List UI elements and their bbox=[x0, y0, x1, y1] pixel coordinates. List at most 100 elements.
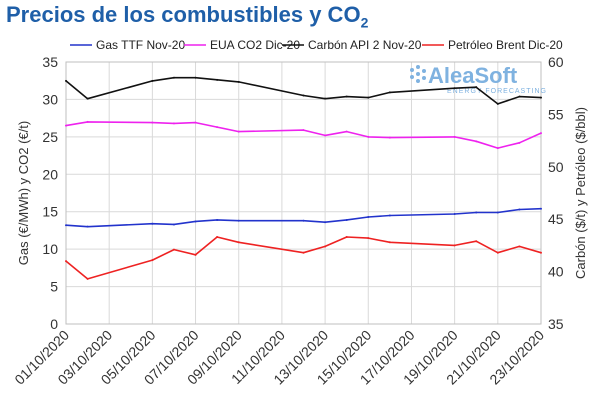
data-point bbox=[194, 121, 197, 124]
data-point bbox=[216, 218, 219, 221]
data-point bbox=[475, 86, 478, 89]
legend-label: EUA CO2 Dic-20 bbox=[210, 38, 300, 52]
data-point bbox=[324, 97, 327, 100]
y2-tick-label: 60 bbox=[548, 54, 564, 70]
data-point bbox=[172, 76, 175, 79]
data-point bbox=[172, 223, 175, 226]
data-point bbox=[540, 207, 542, 210]
y2-tick-label: 45 bbox=[548, 211, 564, 227]
data-point bbox=[540, 132, 542, 135]
legend: Gas TTF Nov-20 EUA CO2 Dic-20 Carbón API 2… bbox=[70, 38, 563, 52]
y-tick-label: 35 bbox=[42, 54, 58, 70]
data-point bbox=[216, 78, 219, 81]
data-point bbox=[172, 122, 175, 125]
chart-title-subscript: 2 bbox=[360, 14, 369, 31]
legend-label: Petróleo Brent Dic-20 bbox=[448, 38, 563, 52]
data-point bbox=[237, 241, 240, 244]
data-point bbox=[345, 130, 348, 133]
data-point bbox=[540, 251, 542, 254]
data-point bbox=[388, 241, 391, 244]
data-point bbox=[65, 260, 67, 263]
data-point bbox=[172, 248, 175, 251]
data-point bbox=[86, 97, 89, 100]
data-point bbox=[151, 79, 154, 82]
y2-tick-label: 40 bbox=[548, 264, 564, 280]
data-point bbox=[367, 135, 370, 138]
y2-tick-label: 55 bbox=[548, 106, 564, 122]
data-point bbox=[237, 219, 240, 222]
data-point bbox=[302, 251, 305, 254]
data-point bbox=[237, 80, 240, 83]
data-point bbox=[324, 221, 327, 224]
data-point bbox=[518, 245, 521, 248]
watermark-brand: AleaSoft bbox=[428, 63, 518, 88]
data-point bbox=[302, 94, 305, 97]
data-point bbox=[475, 211, 478, 214]
chart-title: Precios de los combustibles y CO2 bbox=[6, 2, 368, 30]
y-tick-label: 25 bbox=[42, 129, 58, 145]
data-point bbox=[388, 91, 391, 94]
data-point bbox=[151, 121, 154, 124]
data-point bbox=[496, 147, 499, 150]
data-point bbox=[453, 212, 456, 215]
data-point bbox=[367, 215, 370, 218]
data-point bbox=[194, 253, 197, 256]
y2-axis-label: Carbón ($/t) y Petróleo ($/bbl) bbox=[573, 107, 588, 279]
y-tick-label: 5 bbox=[50, 279, 58, 295]
data-point bbox=[496, 102, 499, 105]
series-line-2 bbox=[65, 121, 542, 149]
y-tick-label: 20 bbox=[42, 166, 58, 182]
data-point bbox=[86, 120, 89, 123]
data-point bbox=[496, 211, 499, 214]
data-point bbox=[65, 124, 67, 127]
data-point bbox=[86, 277, 89, 280]
data-point bbox=[453, 244, 456, 247]
data-point bbox=[302, 219, 305, 222]
y2-tick-label: 50 bbox=[548, 159, 564, 175]
data-point bbox=[324, 134, 327, 137]
data-point bbox=[151, 222, 154, 225]
data-point bbox=[216, 236, 219, 239]
data-point bbox=[345, 218, 348, 221]
data-point bbox=[345, 95, 348, 98]
data-point bbox=[216, 126, 219, 129]
data-point bbox=[540, 96, 542, 99]
data-point bbox=[65, 224, 67, 227]
data-point bbox=[475, 240, 478, 243]
grid bbox=[65, 61, 542, 325]
data-point bbox=[302, 129, 305, 132]
watermark: AleaSoft ENERGY FORECASTING bbox=[410, 63, 547, 95]
data-point bbox=[194, 76, 197, 79]
data-point bbox=[388, 136, 391, 139]
watermark-tagline: ENERGY FORECASTING bbox=[447, 88, 547, 95]
data-point bbox=[367, 237, 370, 240]
data-point bbox=[86, 225, 89, 228]
data-point bbox=[324, 245, 327, 248]
data-point bbox=[151, 259, 154, 262]
data-point bbox=[388, 214, 391, 217]
data-point bbox=[345, 236, 348, 239]
data-point bbox=[518, 141, 521, 144]
data-point bbox=[453, 87, 456, 90]
series-group bbox=[65, 76, 542, 280]
data-point bbox=[496, 251, 499, 254]
data-point bbox=[453, 135, 456, 138]
legend-label: Gas TTF Nov-20 bbox=[96, 38, 185, 52]
y-tick-label: 15 bbox=[42, 204, 58, 220]
data-point bbox=[194, 220, 197, 223]
data-point bbox=[518, 95, 521, 98]
plot-frame bbox=[65, 61, 542, 325]
data-point bbox=[65, 79, 67, 82]
chart-title-text: Precios de los combustibles y CO bbox=[6, 2, 361, 27]
y2-tick-label: 35 bbox=[548, 316, 564, 332]
data-point bbox=[475, 140, 478, 143]
y-axis-label: Gas (€/MWh) y CO2 (€/t) bbox=[16, 121, 31, 265]
data-point bbox=[237, 130, 240, 133]
y-tick-label: 30 bbox=[42, 91, 58, 107]
data-point bbox=[518, 208, 521, 211]
data-point bbox=[367, 96, 370, 99]
series-line-4 bbox=[65, 236, 542, 280]
y-tick-label: 0 bbox=[50, 316, 58, 332]
legend-label: Carbón API 2 Nov-20 bbox=[308, 38, 422, 52]
